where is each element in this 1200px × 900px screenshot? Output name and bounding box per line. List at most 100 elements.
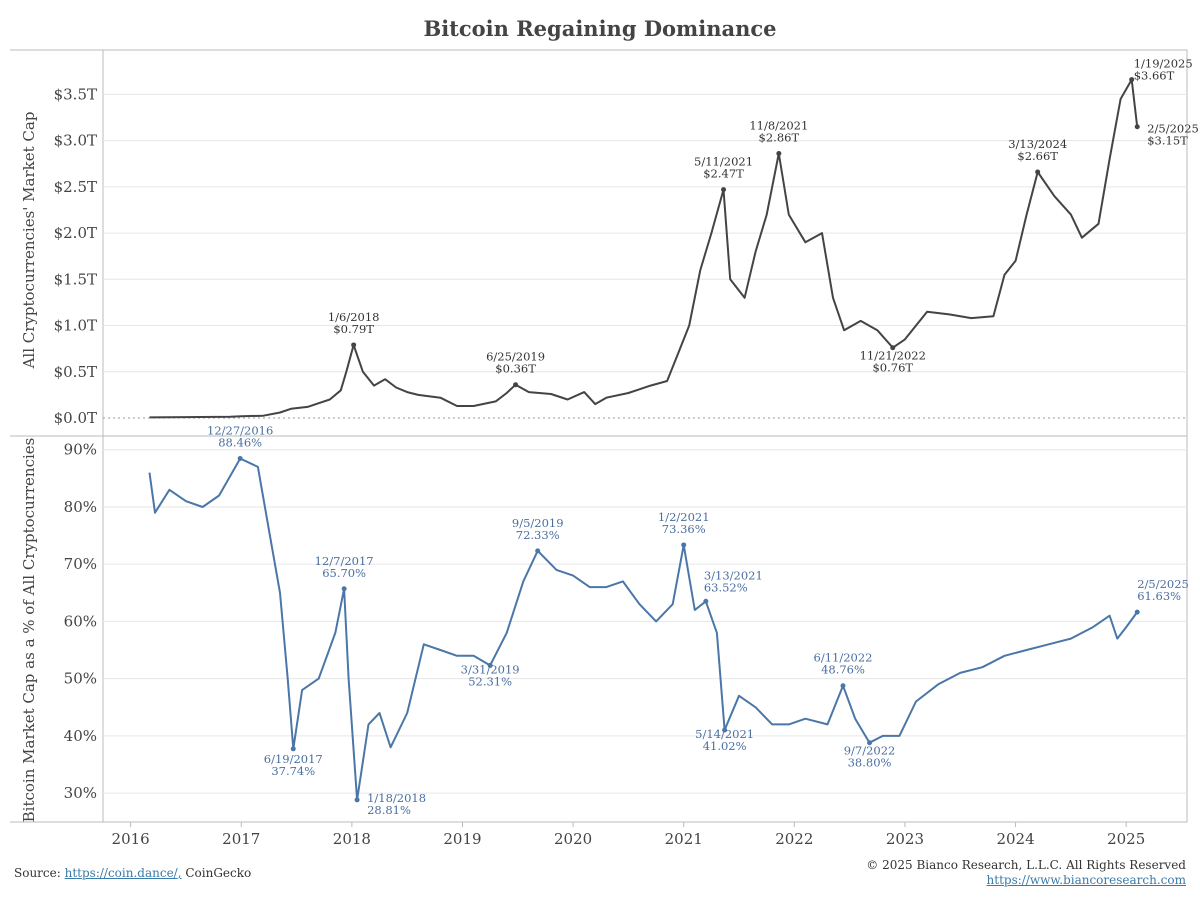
annotation-date: 6/11/2022 — [814, 651, 873, 665]
y-tick-label: 70% — [64, 555, 97, 573]
x-tick-label: 2019 — [443, 830, 481, 848]
y-tick-label: $1.0T — [54, 317, 97, 335]
annotation-date: 1/6/2018 — [328, 310, 380, 324]
annotation-value: 48.76% — [821, 663, 865, 677]
x-tick-label: 2018 — [333, 830, 371, 848]
y-tick-label: $0.0T — [54, 409, 97, 427]
annotation-date: 11/21/2022 — [860, 349, 926, 363]
annotation-point — [1134, 124, 1140, 130]
annotation-point — [513, 382, 519, 388]
y-axis-title: Bitcoin Market Cap as a % of All Cryptoc… — [20, 438, 38, 823]
y-tick-label: 80% — [64, 498, 97, 516]
annotation-value: 41.02% — [703, 739, 747, 753]
annotation-point — [535, 548, 541, 554]
y-tick-label: $2.5T — [54, 178, 97, 196]
annotation-date: 11/8/2021 — [749, 119, 808, 133]
source-label: Source: — [14, 866, 61, 880]
annotation-point — [341, 586, 347, 592]
annotation-value: 88.46% — [218, 436, 262, 450]
annotation-point — [290, 746, 296, 752]
annotation-point — [354, 797, 360, 803]
top-panel: $0.0T $0.5T $1.0T $1.5T $2.0T $2.5T $3.0T $3.5T… — [20, 57, 1199, 427]
y-tick-label: $3.0T — [54, 132, 97, 150]
annotation-date: 1/2/2021 — [658, 510, 710, 524]
annotation-date: 1/19/2025 — [1134, 57, 1193, 71]
annotation-point — [351, 342, 357, 348]
series-line — [149, 78, 1139, 419]
x-tick-label: 2025 — [1107, 830, 1145, 848]
annotation-point — [867, 740, 873, 746]
annotation-value: $0.36T — [495, 362, 536, 376]
annotation-date: 12/7/2017 — [315, 554, 374, 568]
x-tick-label: 2023 — [886, 830, 924, 848]
source-link[interactable]: https://coin.dance/, — [64, 866, 182, 880]
x-tick-label: 2017 — [222, 830, 260, 848]
y-tick-label: $3.5T — [54, 85, 97, 103]
annotation-point — [840, 683, 846, 689]
annotation-value: $2.47T — [703, 167, 744, 181]
annotation-date: 9/7/2022 — [844, 744, 896, 758]
annotation-value: 37.74% — [271, 764, 315, 778]
x-axis: 2016 2017 2018 2019 2020 2021 2022 2023 2024 2025 — [112, 822, 1145, 848]
annotation-value: 72.33% — [516, 528, 560, 542]
annotation-value: $2.66T — [1017, 149, 1058, 163]
annotation-value: $3.15T — [1147, 134, 1188, 148]
annotation-date: 12/27/2016 — [207, 424, 273, 438]
y-tick-label: 50% — [64, 670, 97, 688]
x-tick-label: 2021 — [665, 830, 703, 848]
annotation-value: 28.81% — [367, 803, 411, 817]
y-tick-label: 30% — [64, 784, 97, 802]
annotation-value: $2.86T — [759, 131, 800, 145]
site-link[interactable]: https://www.biancoresearch.com — [986, 873, 1186, 887]
annotation-date: 5/11/2021 — [694, 155, 753, 169]
annotation-date: 2/5/2025 — [1137, 577, 1189, 591]
annotation-date: 3/13/2021 — [704, 568, 763, 582]
annotation-value: 38.80% — [848, 756, 892, 770]
y-axis-title: All Cryptocurrencies' Market Cap — [20, 112, 38, 370]
annotation-date: 1/18/2018 — [367, 791, 426, 805]
annotation-value: 63.52% — [704, 580, 748, 594]
annotation-date: 6/19/2017 — [264, 752, 323, 766]
annotation-value: $0.76T — [872, 361, 913, 375]
annotation-date: 2/5/2025 — [1147, 122, 1199, 136]
y-tick-label: $0.5T — [54, 363, 97, 381]
annotation-date: 9/5/2019 — [512, 516, 564, 530]
annotation-point — [237, 456, 243, 462]
bottom-panel: 30% 40% 50% 60% 70% 80% 90% Bitcoin Market Cap … — [20, 424, 1189, 823]
annotation-point — [487, 662, 493, 668]
annotation-point — [721, 187, 727, 193]
annotation-date: 3/31/2019 — [461, 662, 520, 676]
y-tick-label: $2.0T — [54, 224, 97, 242]
annotation-value: 73.36% — [662, 522, 706, 536]
series-line — [148, 457, 1139, 801]
source-extra: CoinGecko — [185, 866, 252, 880]
annotation-point — [890, 345, 896, 351]
annotation-point — [1134, 609, 1140, 615]
annotation-value: $0.79T — [333, 322, 374, 336]
annotation-point — [1129, 77, 1135, 83]
x-tick-label: 2024 — [996, 830, 1034, 848]
copyright-text: © 2025 Bianco Research, L.L.C. All Right… — [866, 858, 1186, 872]
chart-title: Bitcoin Regaining Dominance — [423, 16, 777, 41]
annotation-date: 6/25/2019 — [486, 350, 545, 364]
y-tick-label: 40% — [64, 727, 97, 745]
y-tick-label: 90% — [64, 441, 97, 459]
x-tick-label: 2022 — [775, 830, 813, 848]
annotation-point — [681, 542, 687, 548]
annotation-value: $3.66T — [1134, 69, 1175, 83]
source-note: Source: https://coin.dance/, CoinGecko — [14, 866, 251, 880]
x-tick-label: 2020 — [554, 830, 592, 848]
annotation-value: 61.63% — [1137, 589, 1181, 603]
annotation-point — [776, 151, 782, 157]
y-tick-label: $1.5T — [54, 270, 97, 288]
annotation-date: 3/13/2024 — [1008, 137, 1067, 151]
annotation-value: 52.31% — [468, 674, 512, 688]
annotation-value: 65.70% — [322, 566, 366, 580]
chart-frame — [10, 49, 1188, 823]
annotation-point — [1035, 169, 1041, 175]
y-tick-label: 60% — [64, 612, 97, 630]
annotation-date: 5/14/2021 — [695, 727, 754, 741]
annotation-point — [722, 727, 728, 733]
annotation-point — [703, 598, 709, 604]
